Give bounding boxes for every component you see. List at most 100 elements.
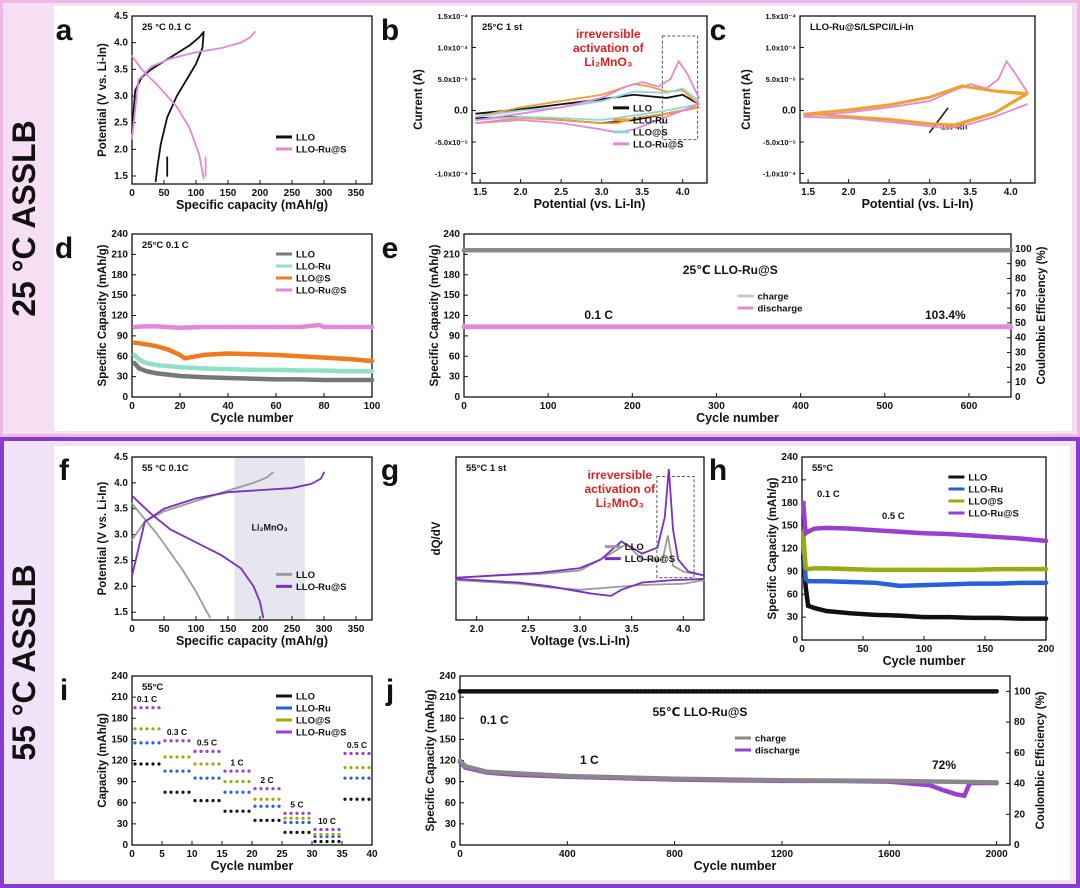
b-legend-label: LLO-Ru [633,115,668,126]
d-data-point [144,360,149,366]
g-series-LLO-upper [455,535,705,579]
f-ytick-label: 3.5 [114,504,128,515]
d-data-point [153,343,159,349]
j-data-point [994,689,999,694]
j-data-point [565,773,570,779]
i-data-point-LLO [229,809,233,813]
b-xtick-label: 1.5 [473,187,487,198]
e-annotation: 25℃ LLO-Ru@S [683,263,778,277]
j-x-axis-label: Cycle number [694,859,777,873]
i-data-point-LLO@S [343,765,347,770]
e-ytick-label: 120 [443,311,460,322]
h-legend-label: LLO-Ru [968,485,1003,496]
e-y2tick-label: 50 [1015,318,1027,329]
h-data-point [824,608,829,614]
h-data-point [848,579,853,585]
d-data-point [345,377,351,383]
d-data-point [369,377,375,383]
c-ytick-label: 5.0x10⁻⁵ [766,75,797,84]
e-y2-axis-label: Coulombic Efficiency (%) [1036,246,1048,384]
h-data-point [1043,616,1049,621]
h-data-point [873,567,878,573]
b-xtick-label: 2.0 [514,187,528,198]
e-xtick-label: 0 [461,401,467,412]
d-xtick-label: 80 [318,401,330,412]
h-legend-label: LLO-Ru@S [968,509,1018,520]
h-data-point [805,603,811,608]
a-xtick-label: 350 [348,188,365,199]
e-rate-label: 0.1 C [584,308,613,322]
i-data-point-LLO-Ru [133,741,137,745]
b-xtick-label: 2.5 [554,187,568,198]
i-data-point-LLO@S [355,765,359,770]
c-ytick-label: 1.5x10⁻⁴ [765,12,796,21]
d-data-point [225,375,231,381]
i-data-point-LLO-Ru@S [235,769,239,773]
i-x-axis-label: Cycle number [211,859,294,873]
i-data-point-LLO@S [133,727,137,731]
i-xtick-label: 20 [246,849,258,860]
g-xtick-label: 3.5 [625,624,639,635]
j-xtick-label: 0 [457,849,463,860]
b-y-axis-label: Current (A) [413,69,425,130]
h-data-point [897,529,902,534]
i-data-point-LLO@S [187,755,191,759]
d-data-point [132,360,137,366]
j-rate-label: 1 C [580,753,599,767]
d-data-point [177,364,183,370]
j-legend-label: charge [755,734,786,745]
i-data-point-LLO-Ru [343,776,347,780]
h-data-point [995,534,1000,540]
h-data-point [848,526,853,531]
i-data-point-LLO-Ru@S [205,749,209,753]
e-y2tick-label: 90 [1015,259,1027,270]
f-annotation: 55 °C 0.1C [142,463,189,474]
i-data-point-LLO@S [289,816,293,820]
d-data-point [321,355,327,360]
j-data-point [954,792,959,797]
d-data-point [177,352,183,358]
i-data-point-LLO@S [211,762,215,766]
a-ytick-label: 3.5 [114,64,128,75]
d-data-point [321,324,327,330]
a-xtick-label: 150 [220,188,237,199]
i-data-point-LLO [313,839,317,844]
i-data-point-LLO-Ru [277,804,281,808]
i-data-point-LLO [277,818,281,822]
i-data-point-LLO-Ru@S [265,787,269,791]
j-y2tick-label: 0 [1014,840,1020,851]
i-data-point-LLO [199,799,203,803]
i-data-point-LLO@S [349,765,353,770]
b-legend-label: LLO [633,103,652,114]
f-series-LLO-Ru-S-charge [131,471,325,577]
f-series-LLO-Ru-S-discharge [131,494,265,619]
f-ytick-label: 1.5 [114,607,128,618]
j-y2tick-label: 80 [1014,717,1026,728]
h-panel-letter: h [709,454,727,487]
a-annotation: 25 °C 0.1 C [142,22,191,33]
i-data-point-LLO [271,818,275,822]
e-ytick-label: 90 [449,331,461,342]
g-dashed-box [656,476,695,579]
i-data-point-LLO-Ru@S [169,739,173,743]
j-data-point [994,780,999,785]
h-data-point [805,579,811,584]
d-data-point [165,347,171,352]
e-xtick-label: 600 [961,401,978,412]
d-data-point [249,376,255,381]
b-series-LLO-Ru-lower [475,106,700,125]
a-xtick-label: 50 [158,188,170,199]
i-data-point-LLO [319,839,323,844]
i-data-point-LLO-Ru@S [181,739,185,743]
b-xtick-label: 3.5 [635,187,649,198]
h-data-point [848,566,853,572]
i-rate-label: 0.3 C [167,727,187,737]
h-ytick-label: 180 [781,498,798,509]
h-data-point [803,584,808,589]
a-legend-label: LLO [296,132,315,143]
b-ytick-label: -1.0x10⁻⁴ [435,170,468,179]
b-panel-letter: b [381,14,399,47]
d-annotation: 25°C 0.1 C [142,240,189,251]
i-data-point-LLO@S [259,797,263,801]
d-data-point [153,362,159,368]
